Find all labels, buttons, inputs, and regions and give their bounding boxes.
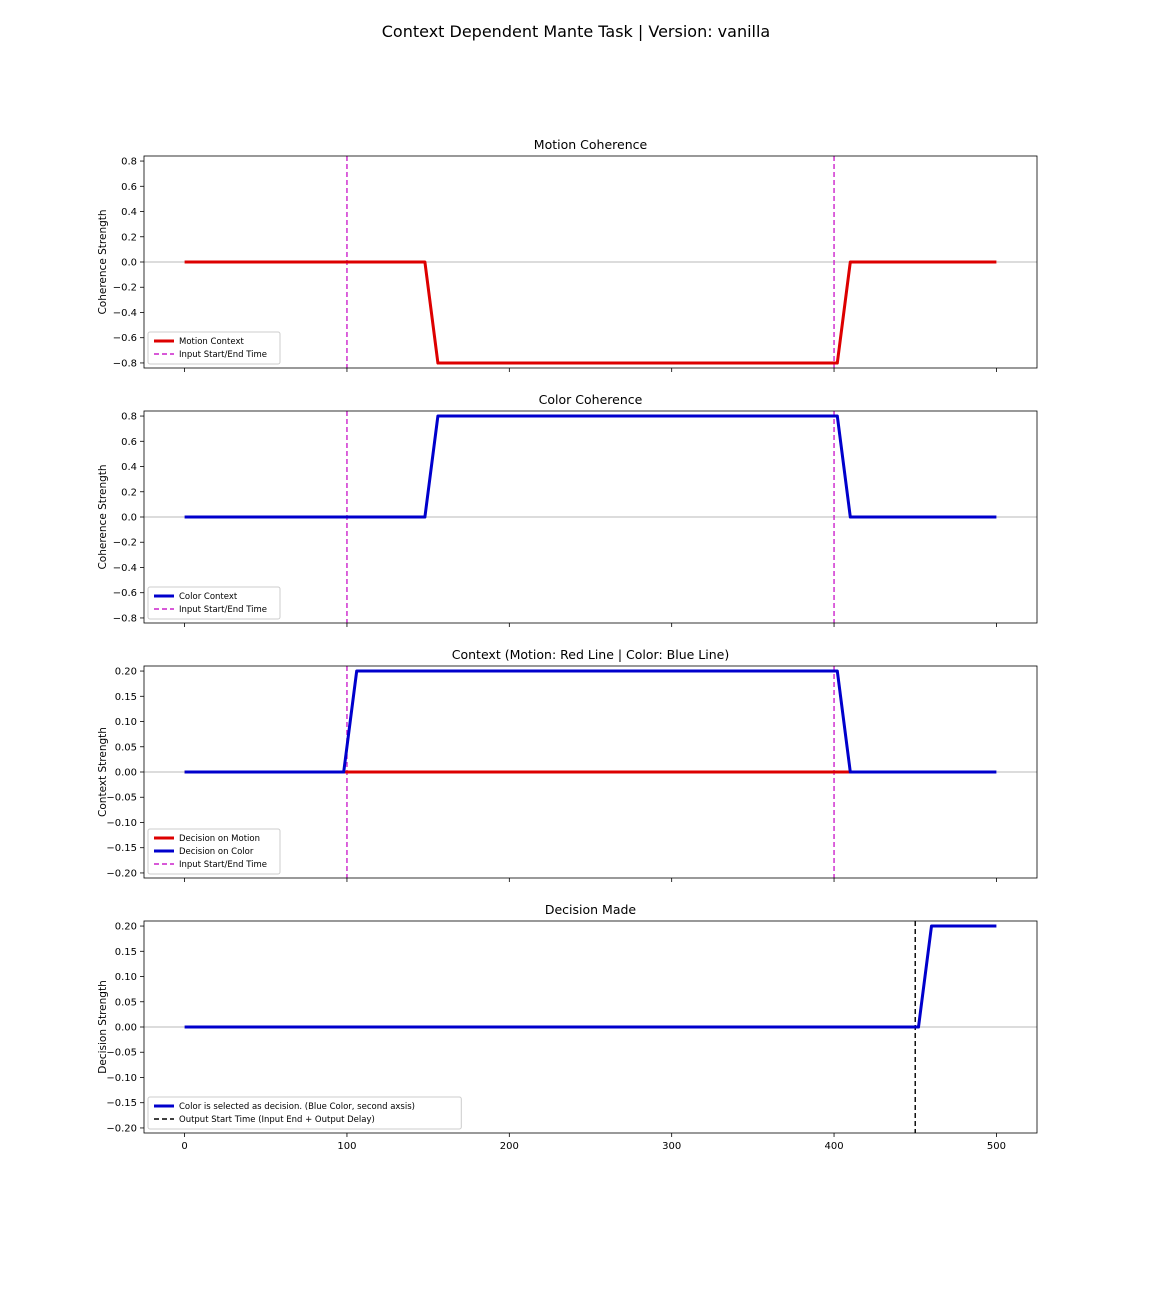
- y-tick-label: 0.20: [115, 667, 137, 678]
- y-tick-label: 0.8: [121, 157, 137, 168]
- y-axis-label: Coherence Strength: [97, 464, 109, 569]
- series-line: [184, 669, 997, 774]
- y-tick-label: −0.4: [113, 563, 137, 574]
- y-axis-label: Coherence Strength: [97, 209, 109, 314]
- y-tick-label: −0.2: [113, 283, 137, 294]
- x-tick-label: 300: [662, 1141, 681, 1152]
- y-tick-label: −0.05: [106, 793, 137, 804]
- subplot-title: Context (Motion: Red Line | Color: Blue …: [452, 647, 729, 662]
- y-tick-label: 0.15: [115, 947, 137, 958]
- y-tick-label: 0.10: [115, 972, 137, 983]
- y-tick-label: 0.2: [121, 232, 137, 243]
- x-tick-label: 0: [181, 1141, 187, 1152]
- y-tick-label: −0.10: [106, 818, 137, 829]
- x-tick-label: 200: [500, 1141, 519, 1152]
- subplot-3: Context (Motion: Red Line | Color: Blue …: [97, 647, 1038, 882]
- y-axis-label: Decision Strength: [97, 980, 109, 1073]
- y-tick-label: 0.0: [121, 258, 137, 269]
- y-tick-label: −0.4: [113, 308, 137, 319]
- y-tick-label: −0.6: [113, 588, 137, 599]
- legend: Color Context Input Start/End Time: [147, 586, 281, 620]
- legend-box: [147, 1096, 462, 1130]
- y-tick-label: −0.20: [106, 1123, 137, 1134]
- legend-label: Input Start/End Time: [179, 860, 267, 870]
- series-line: [184, 414, 997, 519]
- y-tick-label: 0.4: [121, 207, 137, 218]
- y-tick-label: −0.8: [113, 358, 137, 369]
- y-tick-label: 0.20: [115, 922, 137, 933]
- y-tick-label: 0.00: [115, 768, 137, 779]
- y-tick-label: 0.0: [121, 513, 137, 524]
- legend-label: Color Context: [179, 592, 238, 602]
- x-tick-label: 500: [987, 1141, 1006, 1152]
- legend: Decision on Motion Decision on Color Input…: [147, 828, 281, 875]
- legend-label: Input Start/End Time: [179, 350, 267, 360]
- subplot-title: Color Coherence: [539, 392, 643, 407]
- y-tick-label: 0.00: [115, 1023, 137, 1034]
- axes-frame: [143, 920, 1038, 1134]
- legend-box: [147, 586, 281, 620]
- y-tick-label: 0.15: [115, 692, 137, 703]
- axes-frame: [143, 665, 1038, 879]
- y-tick-label: −0.10: [106, 1073, 137, 1084]
- subplot-1: Motion Coherence −0.8 −0.6 −0.4 −0.2 0.0 0.2 0.…: [97, 137, 1038, 372]
- y-tick-label: 0.8: [121, 412, 137, 423]
- subplot-title: Motion Coherence: [534, 137, 648, 152]
- axes-frame: [143, 410, 1038, 624]
- y-tick-label: 0.05: [115, 742, 137, 753]
- legend: Motion Context Input Start/End Time: [147, 331, 281, 365]
- y-tick-label: −0.2: [113, 538, 137, 549]
- y-tick-label: −0.20: [106, 868, 137, 879]
- subplot-4: Decision Made −0.20 −0.15 −0.10 −0.05 0.00 0.0…: [97, 902, 1038, 1152]
- series-line: [184, 260, 997, 365]
- y-tick-label: 0.10: [115, 717, 137, 728]
- y-tick-label: −0.15: [106, 1098, 137, 1109]
- legend-box: [147, 828, 281, 875]
- legend-label: Decision on Motion: [179, 834, 260, 844]
- series-line: [184, 924, 997, 1029]
- y-tick-label: −0.6: [113, 333, 137, 344]
- y-tick-label: 0.05: [115, 997, 137, 1008]
- legend: Color is selected as decision. (Blue Col…: [147, 1096, 462, 1130]
- axes-frame: [143, 155, 1038, 369]
- legend-label: Output Start Time (Input End + Output De…: [179, 1115, 375, 1125]
- y-tick-label: −0.8: [113, 613, 137, 624]
- x-tick-label: 100: [337, 1141, 356, 1152]
- y-axis-label: Context Strength: [97, 727, 109, 817]
- y-tick-label: 0.6: [121, 437, 137, 448]
- legend-label: Input Start/End Time: [179, 605, 267, 615]
- y-tick-label: −0.05: [106, 1048, 137, 1059]
- figure-title: Context Dependent Mante Task | Version: …: [381, 22, 771, 41]
- y-tick-label: 0.6: [121, 182, 137, 193]
- legend-box: [147, 331, 281, 365]
- legend-label: Color is selected as decision. (Blue Col…: [179, 1102, 415, 1112]
- y-tick-label: 0.2: [121, 487, 137, 498]
- subplot-2: Color Coherence −0.8 −0.6 −0.4 −0.2 0.0 0.2 0.4…: [97, 392, 1038, 627]
- legend-label: Decision on Color: [179, 847, 254, 857]
- y-tick-label: 0.4: [121, 462, 137, 473]
- subplot-title: Decision Made: [545, 902, 637, 917]
- legend-label: Motion Context: [179, 337, 244, 347]
- y-tick-label: −0.15: [106, 843, 137, 854]
- x-tick-label: 400: [824, 1141, 843, 1152]
